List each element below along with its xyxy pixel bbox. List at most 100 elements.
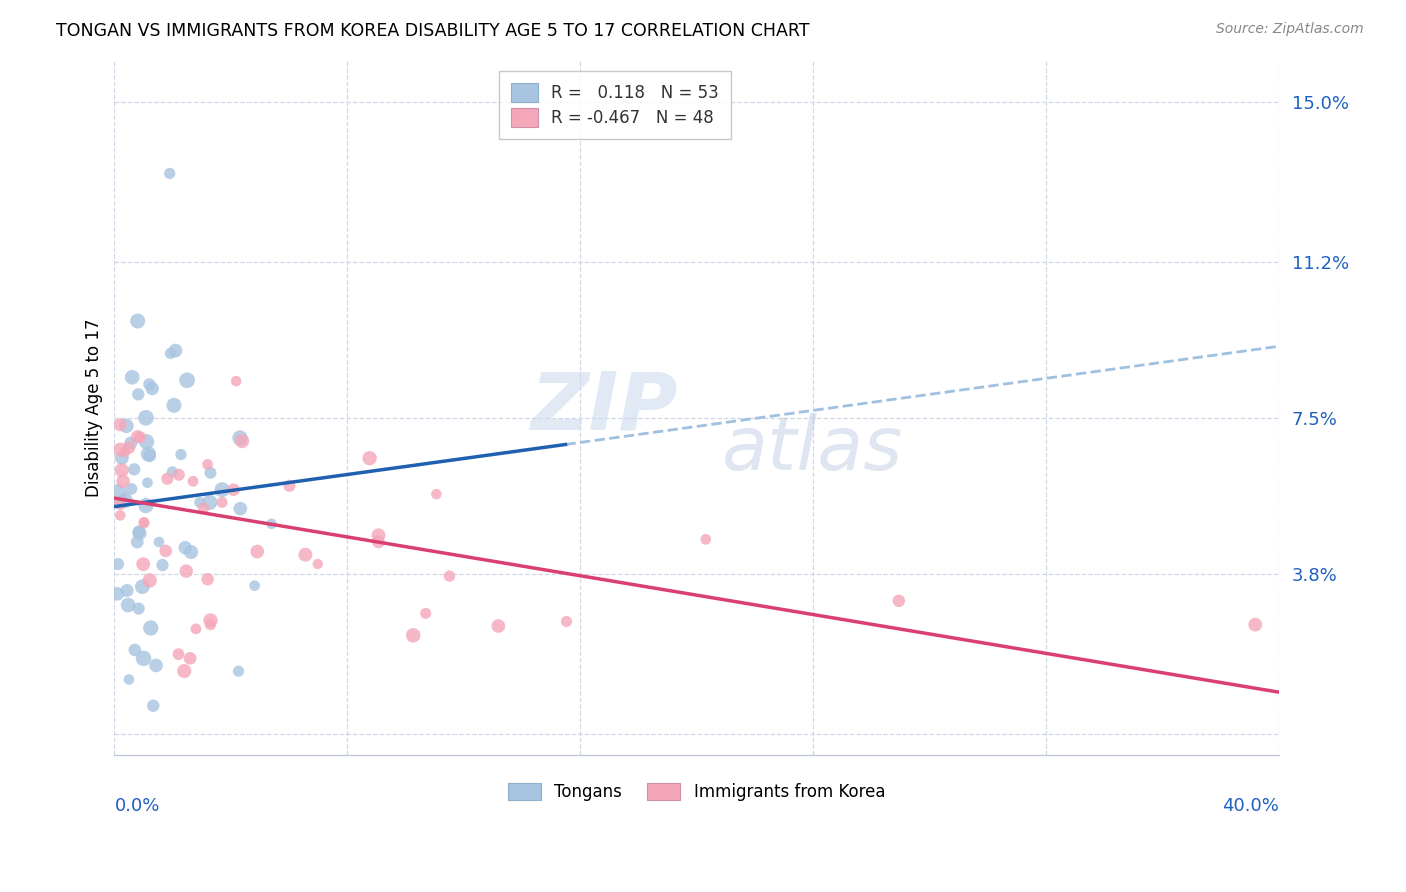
Point — [162, 465, 184, 479]
Point — [179, 651, 201, 665]
Point — [174, 541, 197, 555]
Point — [142, 698, 165, 713]
Point — [555, 615, 578, 629]
Point — [159, 346, 181, 360]
Point — [180, 545, 202, 559]
Point — [111, 450, 134, 465]
Point — [307, 557, 329, 571]
Point — [359, 451, 381, 466]
Text: 0.0%: 0.0% — [114, 797, 160, 815]
Point — [243, 579, 266, 593]
Point — [887, 594, 910, 608]
Y-axis label: Disability Age 5 to 17: Disability Age 5 to 17 — [86, 318, 103, 497]
Point — [1244, 617, 1267, 632]
Point — [118, 441, 141, 455]
Point — [141, 382, 163, 396]
Point — [170, 448, 193, 462]
Point — [128, 601, 150, 615]
Point — [111, 463, 134, 477]
Legend: Tongans, Immigrants from Korea: Tongans, Immigrants from Korea — [499, 775, 894, 810]
Point — [135, 410, 157, 425]
Point — [197, 458, 219, 472]
Point — [131, 580, 153, 594]
Point — [165, 343, 187, 358]
Point — [174, 564, 197, 578]
Point — [229, 431, 252, 445]
Point — [117, 598, 139, 612]
Point — [107, 557, 129, 571]
Point — [184, 622, 207, 636]
Point — [110, 497, 132, 511]
Point — [120, 482, 142, 496]
Point — [486, 619, 509, 633]
Point — [211, 495, 233, 509]
Text: atlas: atlas — [723, 413, 904, 485]
Point — [211, 483, 233, 497]
Point — [136, 475, 159, 490]
Point — [402, 628, 425, 642]
Point — [127, 430, 149, 444]
Point — [367, 535, 389, 549]
Point — [132, 651, 155, 665]
Point — [231, 434, 253, 449]
Point — [367, 528, 389, 542]
Point — [139, 621, 162, 635]
Point — [110, 417, 132, 432]
Text: ZIP: ZIP — [530, 368, 678, 447]
Point — [135, 499, 157, 513]
Point — [129, 430, 152, 444]
Point — [118, 673, 141, 687]
Point — [148, 535, 170, 549]
Point — [110, 442, 132, 457]
Point — [225, 374, 247, 388]
Point — [128, 524, 150, 539]
Point — [114, 445, 136, 459]
Point — [145, 658, 167, 673]
Point — [188, 495, 211, 509]
Point — [181, 475, 204, 489]
Point — [260, 516, 283, 531]
Point — [120, 436, 142, 450]
Point — [115, 583, 138, 598]
Text: Source: ZipAtlas.com: Source: ZipAtlas.com — [1216, 22, 1364, 37]
Point — [197, 572, 219, 586]
Point — [132, 557, 155, 571]
Point — [695, 533, 717, 547]
Point — [138, 447, 160, 461]
Point — [115, 418, 138, 433]
Point — [415, 607, 437, 621]
Point — [121, 370, 143, 384]
Point — [222, 483, 245, 497]
Point — [425, 487, 447, 501]
Point — [167, 467, 190, 482]
Point — [200, 617, 222, 632]
Point — [294, 548, 316, 562]
Point — [200, 466, 222, 480]
Point — [176, 373, 198, 387]
Point — [127, 387, 149, 401]
Point — [163, 398, 186, 412]
Point — [200, 614, 222, 628]
Point — [122, 462, 145, 476]
Point — [139, 449, 162, 463]
Point — [114, 493, 136, 508]
Point — [228, 664, 250, 678]
Point — [246, 544, 269, 558]
Point — [127, 535, 149, 549]
Point — [135, 434, 157, 449]
Point — [128, 526, 150, 541]
Point — [105, 587, 128, 601]
Point — [156, 472, 179, 486]
Point — [193, 500, 215, 515]
Point — [173, 664, 195, 678]
Point — [278, 479, 301, 493]
Point — [138, 377, 160, 392]
Point — [105, 487, 128, 501]
Point — [112, 475, 135, 489]
Point — [132, 515, 155, 529]
Point — [439, 569, 461, 583]
Point — [159, 166, 181, 180]
Point — [127, 314, 149, 328]
Text: TONGAN VS IMMIGRANTS FROM KOREA DISABILITY AGE 5 TO 17 CORRELATION CHART: TONGAN VS IMMIGRANTS FROM KOREA DISABILI… — [56, 22, 810, 40]
Point — [124, 643, 146, 657]
